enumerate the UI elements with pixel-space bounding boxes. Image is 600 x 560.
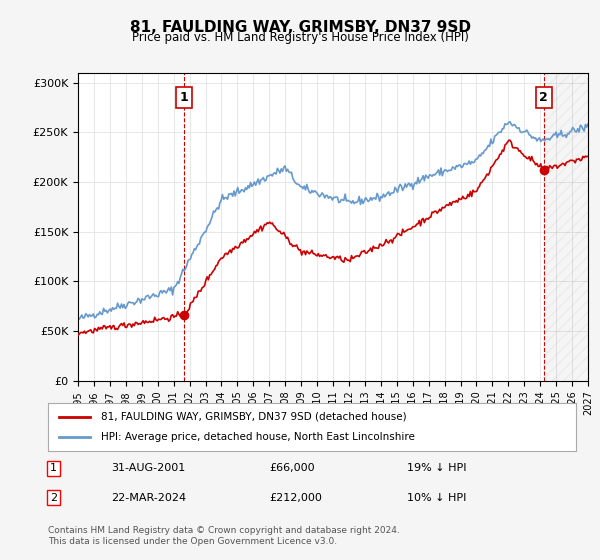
Text: 31-AUG-2001: 31-AUG-2001	[112, 463, 185, 473]
Text: 81, FAULDING WAY, GRIMSBY, DN37 9SD (detached house): 81, FAULDING WAY, GRIMSBY, DN37 9SD (det…	[101, 412, 406, 422]
Text: Price paid vs. HM Land Registry's House Price Index (HPI): Price paid vs. HM Land Registry's House …	[131, 31, 469, 44]
Text: 1: 1	[50, 463, 57, 473]
Text: 2: 2	[539, 91, 548, 104]
Text: 2: 2	[50, 493, 57, 503]
Text: £212,000: £212,000	[270, 493, 323, 503]
Text: 1: 1	[180, 91, 188, 104]
Text: Contains HM Land Registry data © Crown copyright and database right 2024.
This d: Contains HM Land Registry data © Crown c…	[48, 526, 400, 546]
Text: £66,000: £66,000	[270, 463, 316, 473]
Text: 10% ↓ HPI: 10% ↓ HPI	[407, 493, 466, 503]
Text: 81, FAULDING WAY, GRIMSBY, DN37 9SD: 81, FAULDING WAY, GRIMSBY, DN37 9SD	[130, 20, 470, 35]
Text: 19% ↓ HPI: 19% ↓ HPI	[407, 463, 467, 473]
Text: HPI: Average price, detached house, North East Lincolnshire: HPI: Average price, detached house, Nort…	[101, 432, 415, 442]
Text: 22-MAR-2024: 22-MAR-2024	[112, 493, 187, 503]
